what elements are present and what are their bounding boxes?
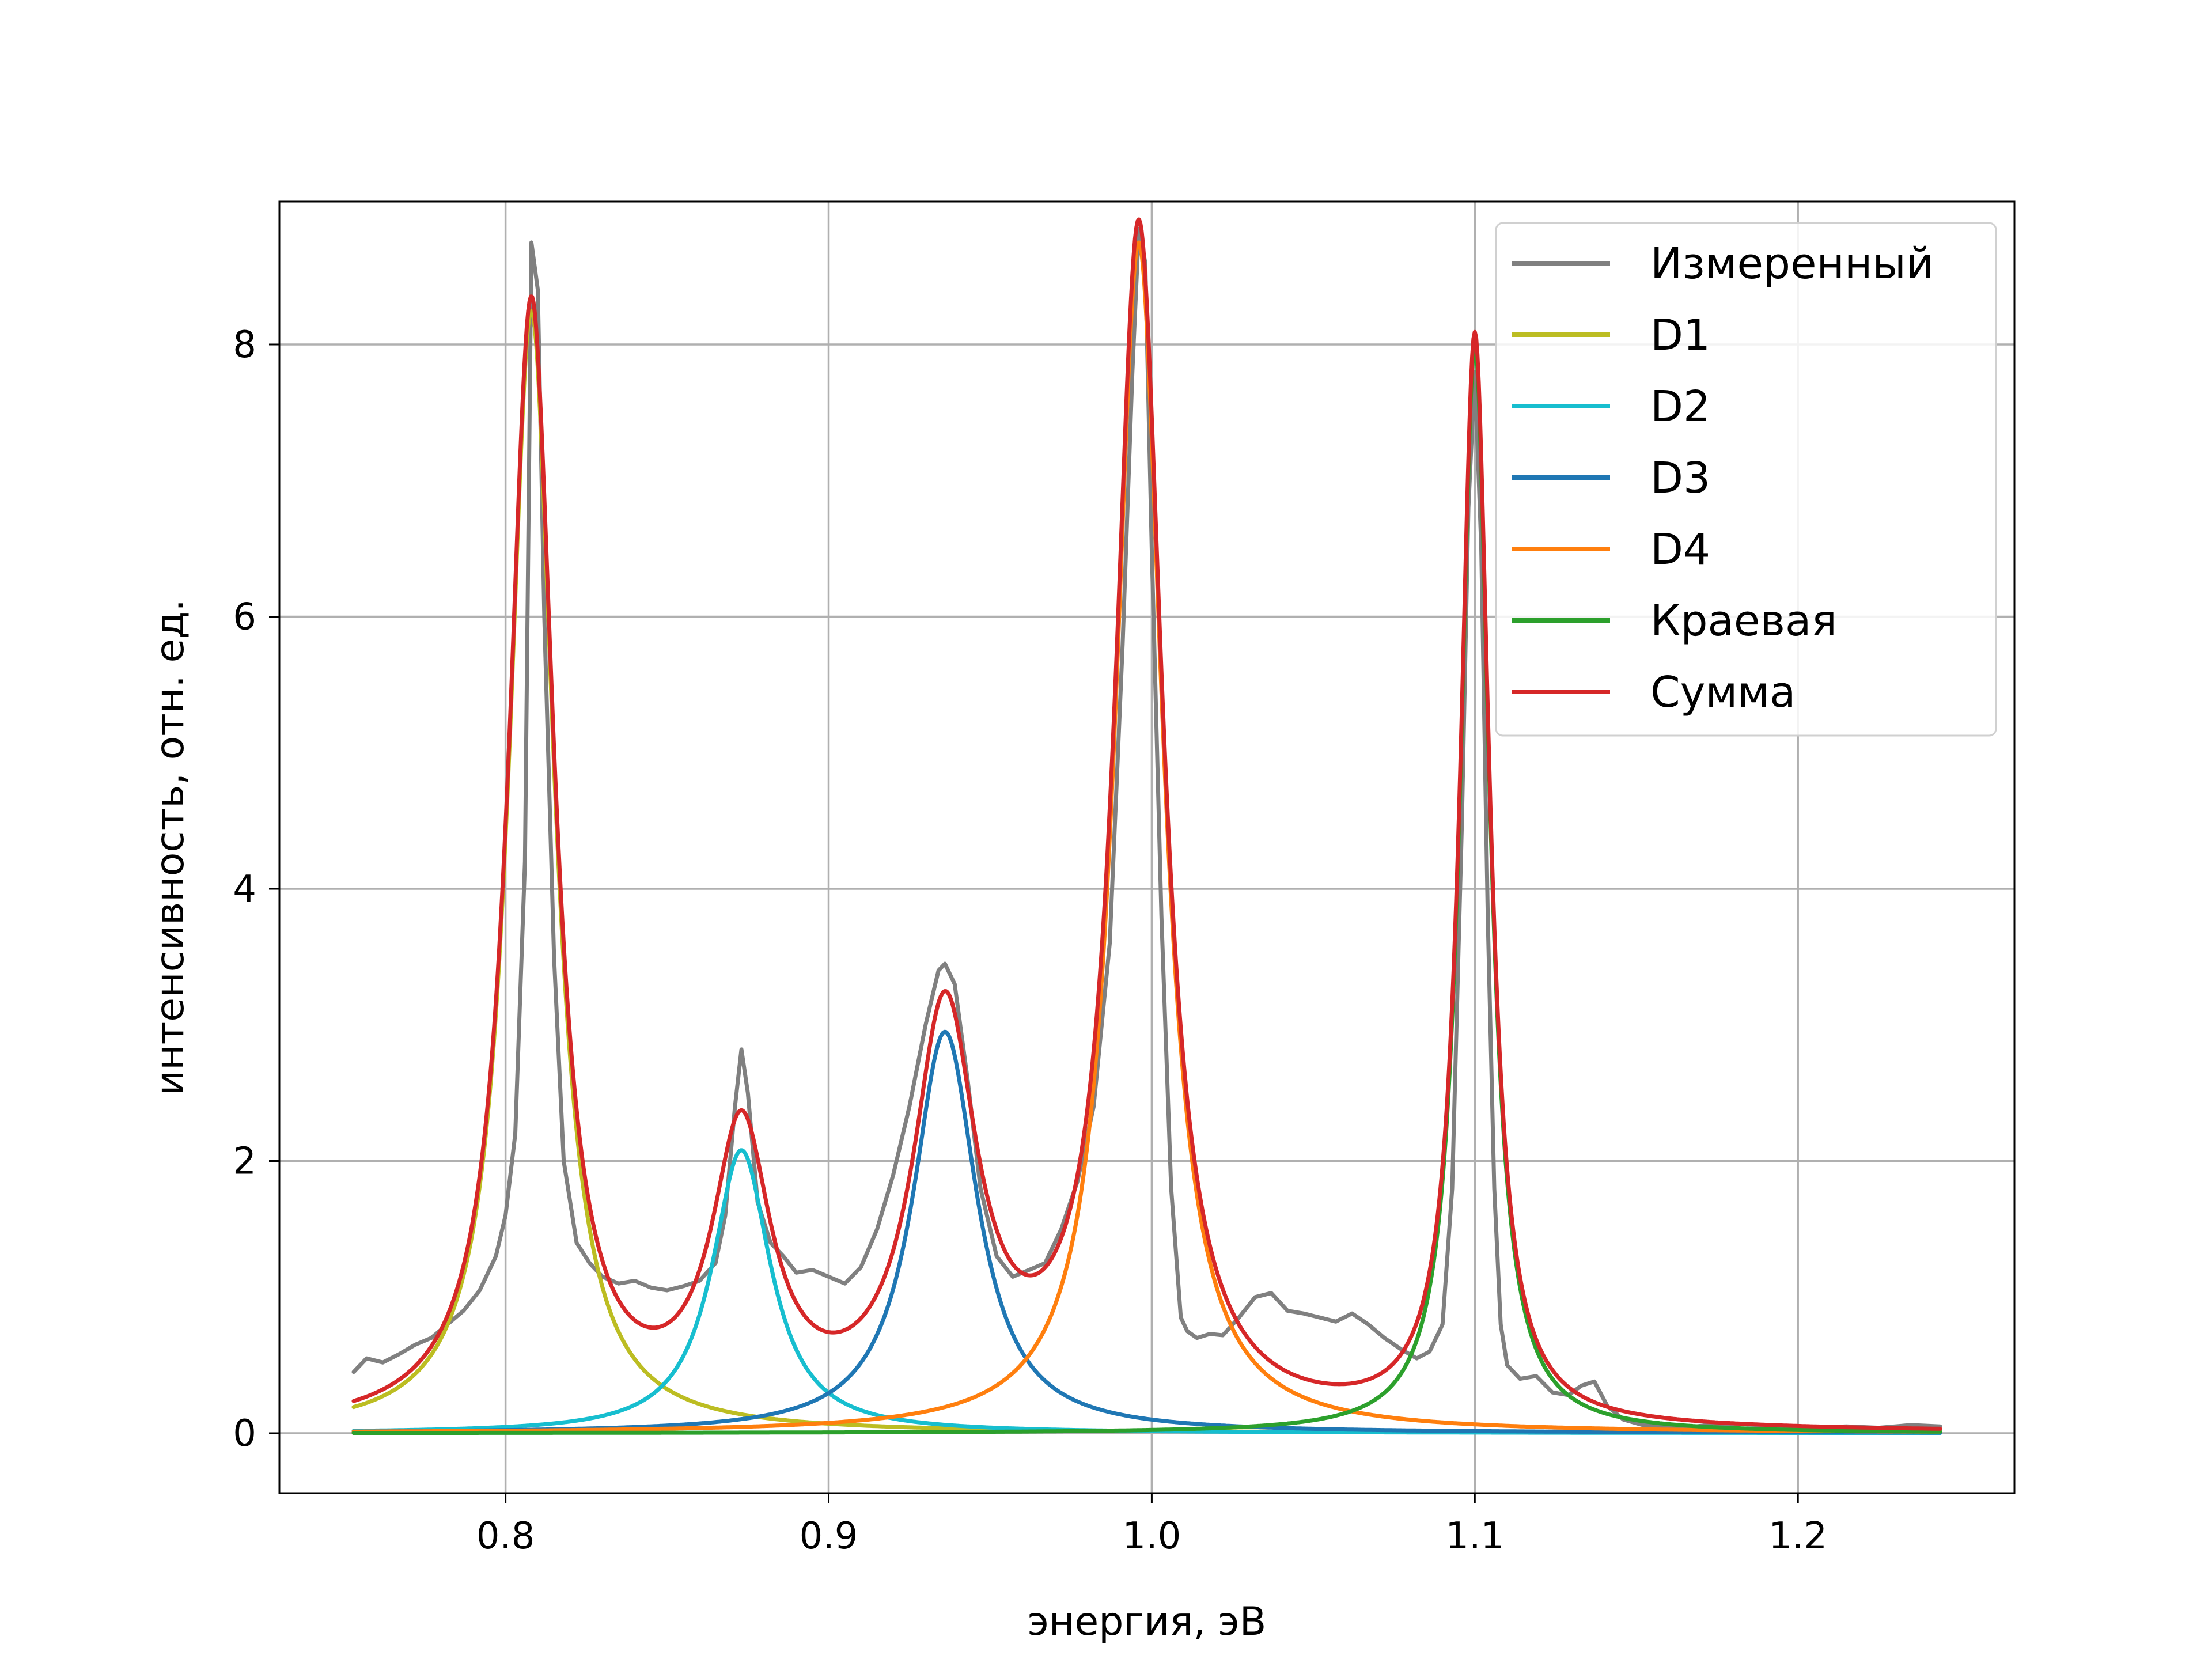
y-tick-label: 0 [233,1412,256,1455]
series-line-edge [351,342,1942,1435]
legend-label-edge: Краевая [1650,596,1837,646]
x-tick-label: 0.8 [476,1515,535,1558]
legend-label-d2: D2 [1650,382,1710,431]
axis-ticks: 0.8 0.9 1.0 1.1 1.2 0 2 4 6 8 [233,324,1827,1558]
y-tick-label: 6 [233,596,256,639]
series-lines [351,217,1942,1435]
x-tick-label: 1.0 [1123,1515,1181,1558]
series-line-measured [351,226,1942,1430]
y-tick-label: 8 [233,324,256,366]
x-tick-label: 1.2 [1768,1515,1827,1558]
x-axis-label: энергия, эВ [1028,1599,1267,1645]
x-tick-label: 1.1 [1445,1515,1504,1558]
legend-label-sum: Сумма [1650,668,1796,717]
legend-label-d1: D1 [1650,310,1710,360]
legend-label-measured: Измеренный [1650,239,1934,289]
y-axis-label: интенсивность, отн. ед. [147,599,193,1096]
legend-box [1495,222,1997,737]
legend: Измеренный D1 D2 D3 D4 Краевая Сумма [1495,222,1997,737]
series-line-sum [351,217,1942,1431]
plot-frame [278,200,2016,1494]
x-tick-label: 0.9 [800,1515,858,1558]
legend-label-d4: D4 [1650,525,1710,574]
legend-label-d3: D3 [1650,453,1710,503]
y-tick-label: 2 [233,1141,256,1183]
y-tick-label: 4 [233,868,256,911]
